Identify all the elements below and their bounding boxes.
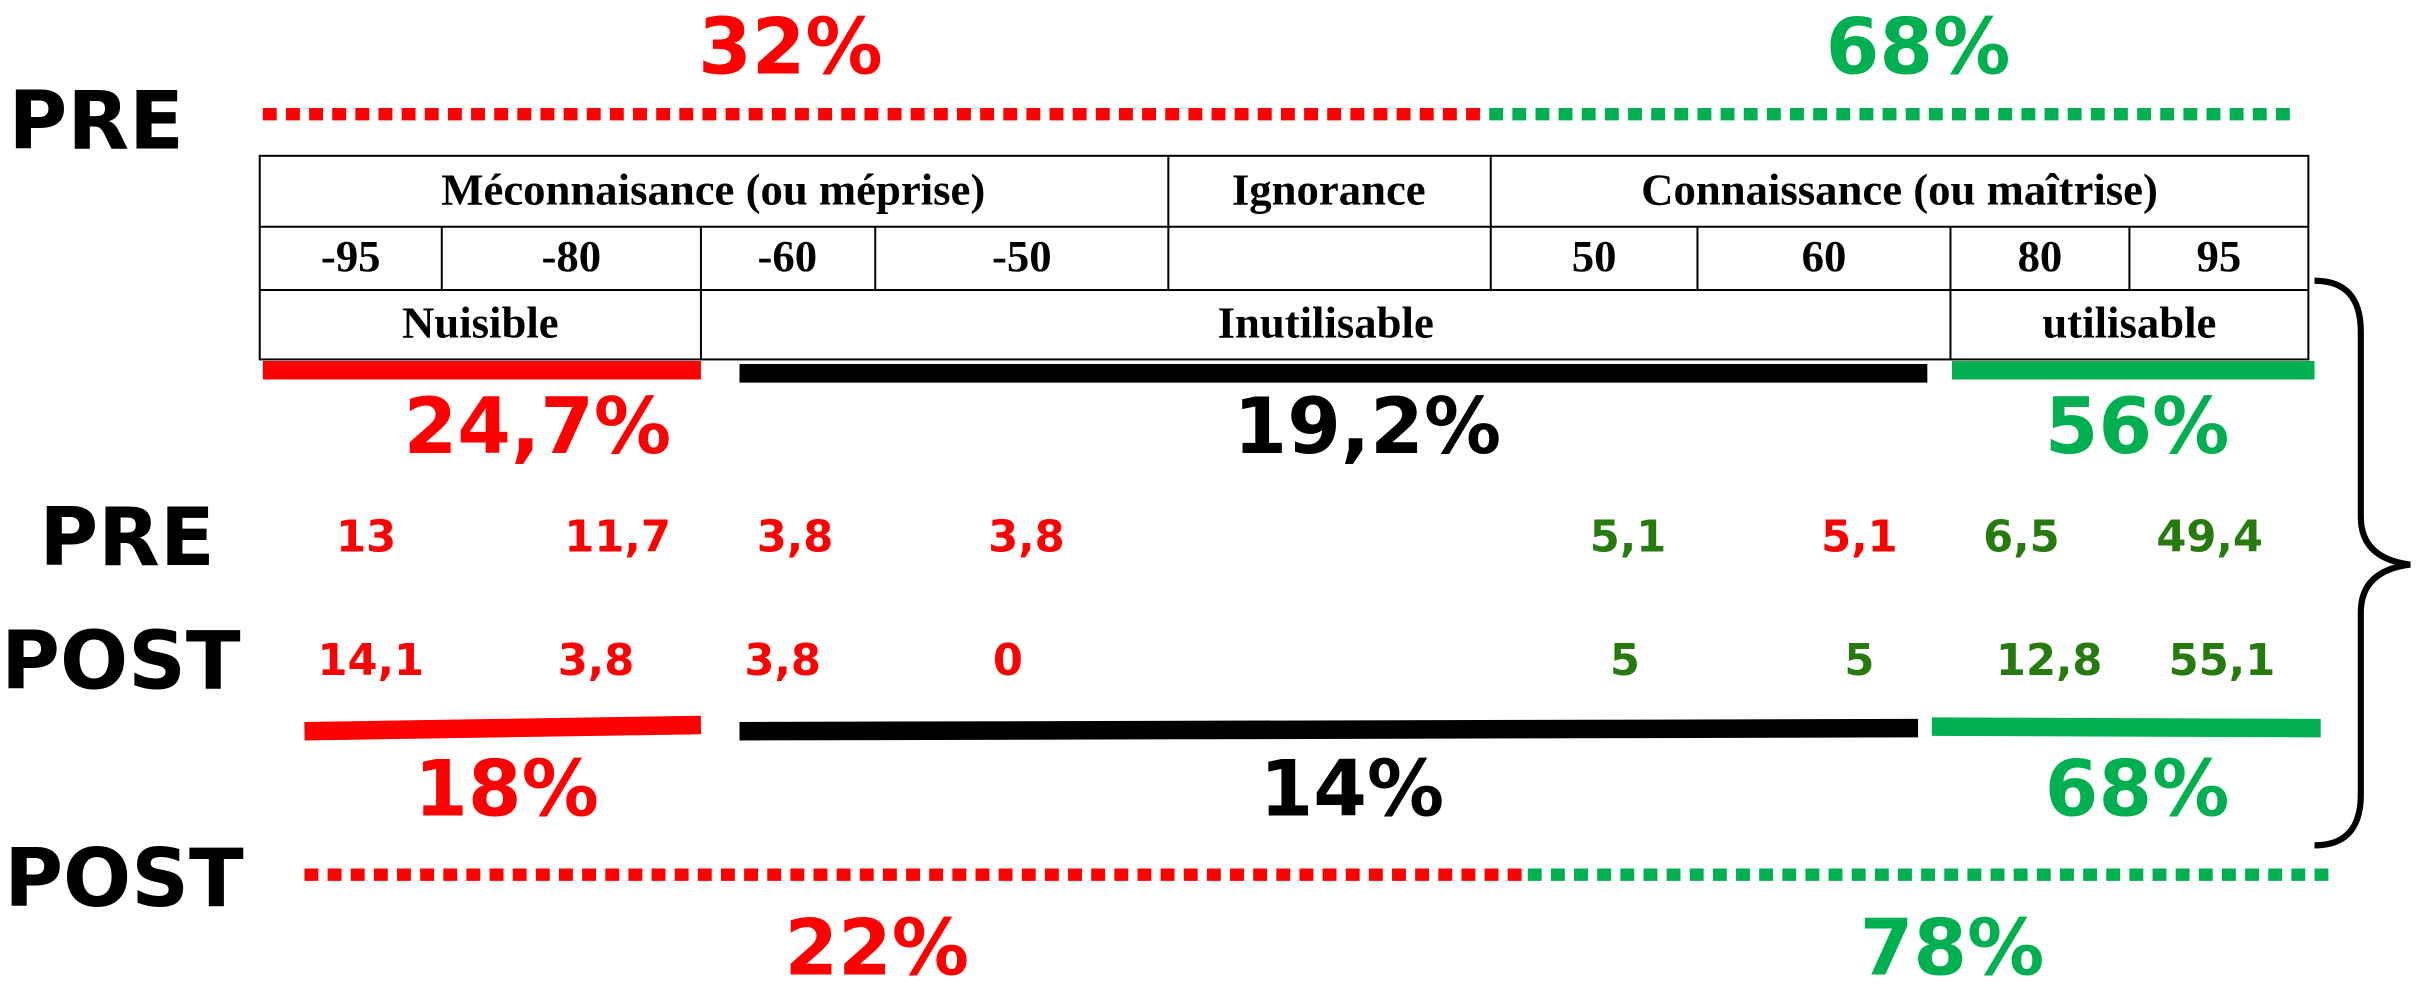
- score-value: 49,4: [2156, 512, 2263, 562]
- score-value: 14,1: [318, 636, 425, 686]
- score-value: 11,7: [564, 512, 671, 562]
- pre-label: PRE: [9, 74, 184, 167]
- header-cell: Ignorance: [1232, 165, 1426, 215]
- score-value: 5,1: [1590, 512, 1667, 562]
- header-cell: Méconnaisance (ou méprise): [441, 165, 985, 215]
- score-value: 12,8: [1996, 636, 2103, 686]
- score-value: 5,1: [1821, 512, 1898, 562]
- score-cell: 80: [2018, 231, 2063, 281]
- score-cell: 50: [1572, 231, 1617, 281]
- group-percent: 68%: [2045, 744, 2230, 834]
- score-cell: 60: [1802, 231, 1847, 281]
- group-percent: 56%: [2045, 382, 2230, 472]
- score-value: 3,8: [988, 512, 1065, 562]
- score-value: 3,8: [558, 636, 635, 686]
- score-value: 5: [1844, 636, 1874, 686]
- group-percent: 24,7%: [404, 382, 672, 472]
- pre-row-label: PRE: [39, 491, 214, 584]
- group-bar: [304, 715, 702, 741]
- score-value: 5: [1610, 636, 1640, 686]
- group-bar: [1931, 717, 2321, 738]
- group-bar: [739, 718, 1919, 741]
- group-percent: 19,2%: [1234, 382, 1502, 472]
- header-cell: Connaissance (ou maîtrise): [1641, 165, 2158, 215]
- post-row-label: POST: [1, 614, 241, 707]
- pre-left-percent: 32%: [698, 2, 883, 92]
- score-cell: -50: [992, 231, 1052, 281]
- score-value: 6,5: [1983, 512, 2060, 562]
- table-border: [258, 154, 2310, 361]
- post-left-percent: 22%: [784, 903, 969, 993]
- score-value: 13: [336, 512, 396, 562]
- brace: [2314, 277, 2411, 849]
- score-value: 55,1: [2169, 636, 2276, 686]
- post-right-percent: 78%: [1860, 903, 2045, 993]
- score-cell: -80: [542, 231, 602, 281]
- group-percent: 14%: [1260, 744, 1445, 834]
- score-cell: -60: [758, 231, 818, 281]
- post-label: POST: [4, 832, 244, 925]
- score-cell: -95: [321, 231, 381, 281]
- score-value: 3,8: [744, 636, 821, 686]
- table: Méconnaisance (ou méprise) Ignorance Con…: [258, 154, 2310, 361]
- usage-cell: utilisable: [2042, 297, 2216, 347]
- score-cell: 95: [2197, 231, 2242, 281]
- score-value: 0: [993, 636, 1023, 686]
- usage-cell: Nuisible: [402, 297, 559, 347]
- group-percent: 18%: [414, 744, 599, 834]
- score-value: 3,8: [757, 512, 834, 562]
- usage-cell: Inutilisable: [1218, 297, 1434, 347]
- pre-right-percent: 68%: [1826, 2, 2011, 92]
